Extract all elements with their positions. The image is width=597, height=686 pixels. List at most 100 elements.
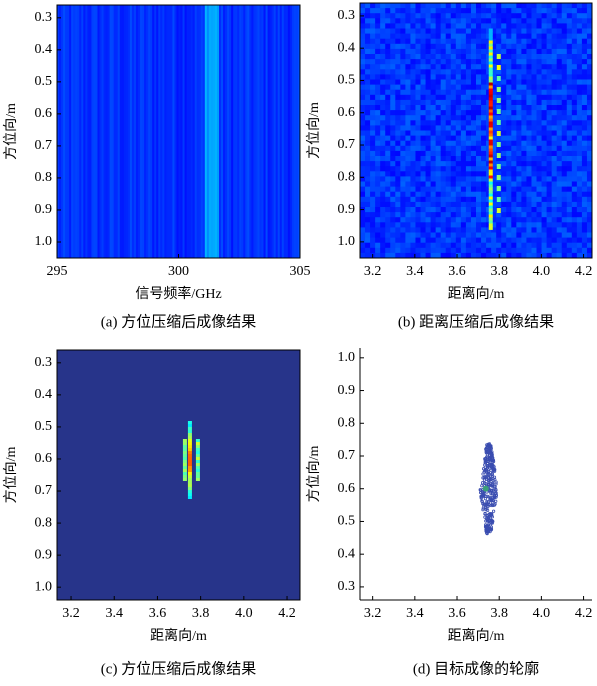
image-cell [566, 105, 573, 111]
image-cell [400, 186, 406, 193]
image-cell [521, 161, 527, 167]
image-cell [516, 18, 522, 24]
image-cell [420, 94, 426, 101]
x-tick-label: 3.2 [364, 606, 382, 621]
x-tick-label: 4.0 [533, 264, 551, 279]
image-cell [405, 18, 411, 24]
image-cell [521, 212, 527, 218]
image-cell [400, 23, 406, 29]
image-cell [415, 150, 421, 157]
image-cell [511, 212, 517, 218]
image-cell [586, 161, 593, 167]
image-cell [566, 59, 573, 65]
image-cell [440, 13, 447, 19]
image-cell [551, 201, 558, 208]
contour-point [494, 499, 498, 503]
image-cell [536, 145, 542, 152]
image-cell [400, 252, 406, 259]
image-cell [571, 48, 578, 55]
image-cell [375, 232, 381, 238]
image-cell [501, 150, 507, 157]
image-cell [531, 64, 537, 70]
image-cell [410, 252, 416, 259]
image-cell [586, 181, 593, 187]
image-cell [551, 156, 558, 162]
contour-point [488, 466, 492, 470]
image-cell [506, 8, 512, 14]
image-cell [360, 43, 366, 50]
image-cell [536, 176, 542, 182]
image-cell [506, 54, 512, 60]
image-cell [551, 84, 558, 91]
image-cell [481, 232, 487, 238]
image-cell [556, 74, 563, 80]
image-cell [556, 171, 563, 177]
image-cell [496, 28, 502, 34]
image-cell [586, 252, 593, 259]
image-cell [501, 242, 507, 249]
image-cell [496, 142, 501, 147]
image-cell [496, 191, 502, 198]
image-cell [551, 130, 558, 136]
image-cell [556, 115, 563, 121]
image-cell [501, 186, 507, 193]
image-cell [208, 5, 212, 258]
image-cell [491, 181, 497, 187]
image-cell [521, 18, 527, 24]
image-cell [420, 18, 426, 24]
image-cell [405, 130, 411, 136]
image-cell [202, 5, 206, 258]
image-cell [581, 110, 588, 116]
image-cell [476, 33, 482, 40]
image-cell [420, 79, 426, 85]
image-cell [420, 232, 426, 238]
image-cell [561, 140, 568, 147]
image-cell [566, 150, 573, 157]
image-cell [546, 94, 553, 101]
image-cell [481, 120, 487, 126]
image-cell [430, 186, 437, 193]
image-cell [425, 84, 432, 91]
image-cell [187, 427, 192, 430]
image-cell [536, 191, 542, 198]
image-cell [488, 124, 493, 128]
image-cell [581, 89, 588, 96]
image-cell [375, 43, 381, 50]
image-cell [415, 28, 421, 34]
image-cell [531, 23, 537, 29]
image-cell [476, 28, 482, 34]
image-cell [380, 252, 386, 259]
image-cell [506, 252, 512, 259]
image-cell [470, 3, 477, 9]
image-cell [556, 140, 563, 147]
image-cell [551, 105, 558, 111]
image-cell [445, 161, 452, 167]
image-cell [400, 8, 406, 14]
image-cell [496, 171, 502, 177]
image-cell [581, 79, 588, 85]
image-cell [395, 227, 401, 233]
image-cell [506, 48, 512, 55]
image-cell [415, 110, 421, 116]
image-cell [445, 74, 452, 80]
image-cell [576, 207, 583, 213]
image-cell [111, 5, 115, 258]
image-cell [526, 74, 532, 80]
image-cell [516, 28, 522, 34]
image-cell [375, 247, 381, 254]
image-cell [501, 176, 507, 182]
image-cell [506, 186, 512, 193]
image-cell [496, 76, 501, 81]
image-cell [425, 89, 432, 96]
image-cell [370, 222, 376, 228]
image-cell [496, 94, 502, 101]
image-cell [460, 176, 467, 182]
image-cell [445, 212, 452, 218]
image-cell [430, 201, 437, 208]
image-cell [385, 196, 391, 203]
image-cell [435, 105, 442, 111]
image-cell [546, 237, 553, 244]
image-cell [476, 252, 482, 259]
image-cell [365, 166, 371, 172]
image-cell [470, 145, 477, 152]
